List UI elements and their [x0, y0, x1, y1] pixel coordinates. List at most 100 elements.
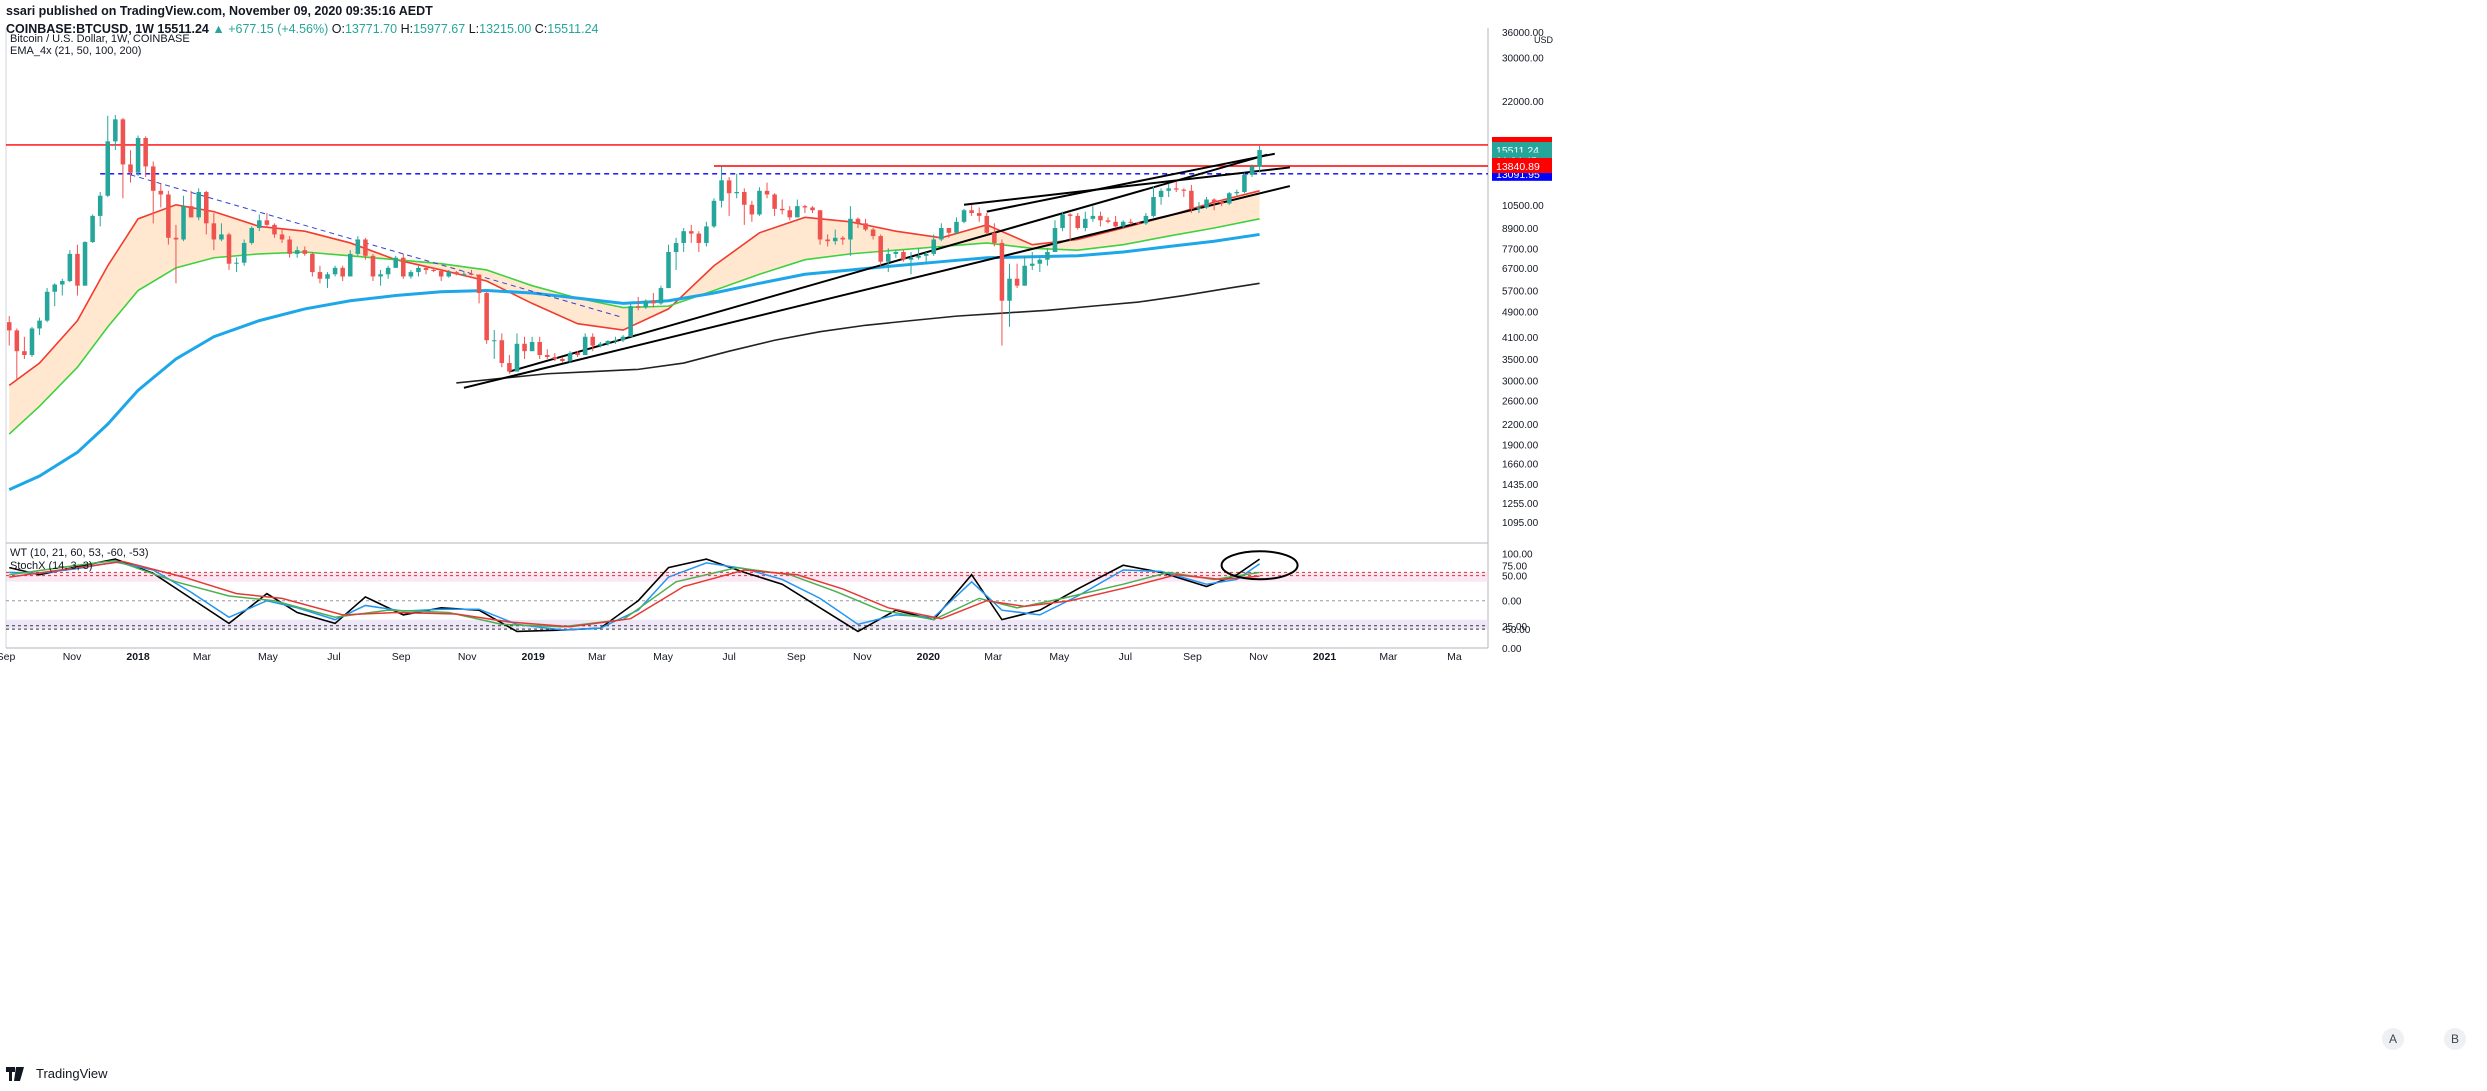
candle-body[interactable]	[393, 257, 398, 268]
candle-body[interactable]	[620, 336, 626, 341]
candle-body[interactable]	[325, 274, 330, 279]
candle-body[interactable]	[992, 232, 997, 243]
candle-body[interactable]	[840, 237, 846, 240]
candle-body[interactable]	[537, 341, 542, 356]
candle-body[interactable]	[810, 207, 815, 211]
candle-body[interactable]	[378, 274, 383, 277]
candle-body[interactable]	[1181, 189, 1187, 191]
candle-body[interactable]	[1204, 199, 1209, 208]
candle-body[interactable]	[544, 355, 550, 357]
candle-body[interactable]	[37, 320, 42, 329]
candle-body[interactable]	[1067, 214, 1073, 216]
candle-body[interactable]	[711, 200, 717, 227]
candle-body[interactable]	[613, 340, 618, 342]
trend-line[interactable]	[963, 166, 1291, 206]
candle-body[interactable]	[681, 231, 686, 243]
candle-body[interactable]	[628, 306, 633, 337]
candle-body[interactable]	[431, 269, 436, 272]
candle-body[interactable]	[779, 208, 785, 211]
candle-body[interactable]	[582, 336, 588, 356]
candle-body[interactable]	[272, 224, 277, 235]
candle-body[interactable]	[598, 343, 603, 346]
scale-mode-button[interactable]: B	[2444, 1028, 2466, 1050]
candle-body[interactable]	[514, 343, 520, 372]
candle-body[interactable]	[234, 262, 239, 264]
candle-body[interactable]	[469, 273, 474, 275]
candle-body[interactable]	[704, 226, 709, 243]
candle-body[interactable]	[423, 267, 429, 270]
candle-body[interactable]	[643, 300, 649, 308]
tradingview-brand[interactable]: TradingView	[6, 1066, 108, 1081]
candle-body[interactable]	[908, 257, 914, 260]
candle-body[interactable]	[287, 239, 292, 254]
candle-body[interactable]	[1098, 215, 1103, 221]
candle-body[interactable]	[310, 253, 315, 273]
candle-body[interactable]	[44, 291, 50, 321]
candle-body[interactable]	[97, 195, 103, 216]
candle-body[interactable]	[150, 166, 156, 191]
candle-body[interactable]	[954, 221, 959, 233]
candle-body[interactable]	[522, 343, 527, 352]
candle-body[interactable]	[75, 253, 80, 286]
candle-body[interactable]	[658, 288, 664, 304]
candle-body[interactable]	[347, 253, 353, 277]
candle-body[interactable]	[848, 218, 853, 240]
candle-body[interactable]	[825, 239, 830, 242]
candle-body[interactable]	[370, 255, 376, 277]
candle-body[interactable]	[757, 190, 762, 215]
candle-body[interactable]	[1075, 215, 1080, 228]
candle-body[interactable]	[507, 363, 512, 372]
candle-body[interactable]	[476, 274, 482, 294]
candle-body[interactable]	[673, 242, 679, 253]
candle-body[interactable]	[946, 227, 952, 233]
candle-body[interactable]	[1037, 259, 1043, 264]
candle-body[interactable]	[1226, 193, 1232, 204]
trend-line[interactable]	[986, 152, 1275, 213]
candle-body[interactable]	[113, 119, 118, 142]
candle-body[interactable]	[363, 239, 368, 256]
candle-body[interactable]	[203, 192, 209, 224]
candle-body[interactable]	[870, 229, 876, 237]
candle-body[interactable]	[817, 210, 823, 240]
candle-body[interactable]	[22, 351, 27, 356]
candle-body[interactable]	[29, 328, 35, 356]
candle-body[interactable]	[916, 255, 921, 258]
candle-body[interactable]	[931, 239, 937, 254]
candle-body[interactable]	[491, 340, 497, 342]
candle-body[interactable]	[6, 322, 12, 331]
candle-body[interactable]	[984, 215, 990, 233]
candle-body[interactable]	[90, 215, 95, 243]
candle-body[interactable]	[128, 164, 133, 173]
candle-body[interactable]	[787, 210, 793, 218]
candle-body[interactable]	[1143, 215, 1149, 224]
candle-body[interactable]	[188, 206, 194, 218]
candle-body[interactable]	[1196, 207, 1202, 209]
candle-body[interactable]	[863, 223, 868, 230]
candle-body[interactable]	[249, 227, 255, 243]
candle-body[interactable]	[1022, 265, 1027, 286]
candle-body[interactable]	[166, 194, 171, 238]
candle-body[interactable]	[1007, 278, 1012, 301]
candle-body[interactable]	[461, 273, 467, 275]
candle-body[interactable]	[1128, 221, 1134, 223]
candle-body[interactable]	[355, 239, 361, 254]
candle-body[interactable]	[1189, 190, 1194, 209]
candle-body[interactable]	[1211, 199, 1217, 203]
candle-body[interactable]	[1166, 188, 1171, 191]
candle-body[interactable]	[719, 180, 724, 201]
candle-body[interactable]	[1234, 192, 1240, 194]
candle-body[interactable]	[939, 227, 944, 240]
candle-body[interactable]	[158, 190, 164, 195]
candle-body[interactable]	[120, 119, 126, 165]
candle-body[interactable]	[567, 353, 573, 361]
candle-body[interactable]	[976, 213, 982, 216]
candle-body[interactable]	[969, 210, 974, 214]
candle-body[interactable]	[666, 252, 671, 289]
candle-body[interactable]	[802, 206, 808, 208]
candle-body[interactable]	[1219, 202, 1224, 204]
candle-body[interactable]	[590, 336, 596, 346]
candle-body[interactable]	[67, 253, 73, 282]
candle-body[interactable]	[385, 267, 391, 275]
candle-body[interactable]	[302, 250, 308, 254]
candle-body[interactable]	[52, 284, 57, 292]
